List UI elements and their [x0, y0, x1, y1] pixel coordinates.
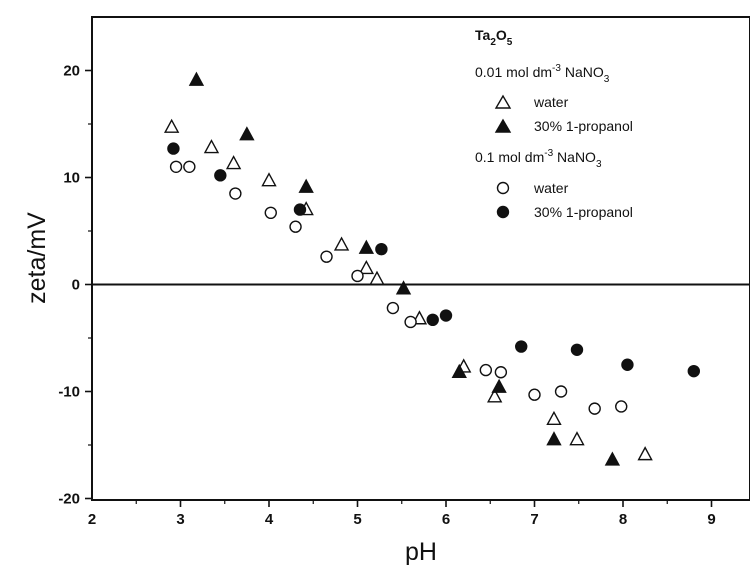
y-tick-label: 10 — [63, 170, 80, 187]
y-tick-label: 0 — [72, 277, 80, 294]
x-axis-ticks: 2 3 4 5 6 7 8 9 — [88, 500, 716, 528]
data-point-triangle-filled-s1 — [358, 239, 375, 254]
data-point-triangle-open-s0 — [369, 270, 385, 285]
data-point-circle-filled-s3 — [167, 142, 180, 155]
data-point-triangle-filled-s1 — [604, 451, 621, 466]
x-tick-label: 4 — [265, 511, 274, 528]
data-point-circle-open-s2 — [351, 269, 364, 283]
y-axis-label: zeta/mV — [23, 212, 51, 304]
data-point-circle-open-s2 — [494, 366, 508, 379]
legend-group2-label: 0.1 mol dm-3 NaNO3 — [475, 148, 602, 170]
data-point-triangle-filled-s1 — [546, 431, 562, 446]
x-axis-label: pH — [405, 538, 437, 565]
data-point-circle-open-s2 — [554, 385, 568, 398]
y-tick-label: -10 — [58, 384, 80, 401]
legend-item-propanol-001: 30% 1-propanol — [534, 118, 633, 134]
x-tick-label: 6 — [442, 511, 450, 528]
data-point-circle-open-s2 — [404, 315, 417, 329]
data-point-triangle-open-s0 — [486, 388, 503, 403]
data-point-circle-open-s2 — [320, 250, 333, 263]
y-axis-ticks: -20 -10 0 10 20 — [58, 63, 92, 508]
data-point-circle-filled-s3 — [426, 313, 439, 327]
data-point-circle-open-s2 — [588, 402, 601, 415]
legend-group1-label: 0.01 mol dm-3 NaNO3 — [475, 63, 610, 85]
data-point-triangle-open-s0 — [546, 410, 562, 426]
data-point-triangle-open-s0 — [358, 259, 375, 275]
plot-frame — [91, 16, 750, 501]
x-tick-label: 2 — [88, 511, 96, 528]
data-point-circle-open-s2 — [229, 187, 242, 200]
data-point-circle-filled-s3 — [439, 309, 453, 322]
data-point-circle-filled-s3 — [214, 169, 227, 182]
data-point-circle-filled-s3 — [570, 343, 584, 356]
y-tick-label: -20 — [58, 491, 80, 508]
legend-marker-triangle-filled — [494, 118, 512, 133]
data-point-circle-filled-s3 — [515, 340, 528, 353]
data-point-circle-open-s2 — [169, 160, 183, 174]
data-point-circle-filled-s3 — [293, 203, 307, 216]
legend-marker-circle-filled — [496, 205, 510, 219]
data-point-circle-filled-s3 — [375, 242, 388, 256]
data-point-triangle-open-s0 — [569, 431, 585, 446]
y-tick-label: 20 — [63, 63, 80, 80]
data-point-triangle-open-s0 — [637, 446, 653, 461]
data-point-circle-open-s2 — [528, 388, 541, 401]
x-tick-label: 8 — [619, 511, 627, 528]
data-point-triangle-open-s0 — [261, 172, 277, 187]
legend-item-water-01: water — [533, 180, 569, 196]
x-tick-label: 9 — [707, 511, 715, 528]
data-point-triangle-open-s0 — [163, 118, 180, 133]
data-point-triangle-filled-s1 — [239, 126, 255, 141]
legend-title: Ta2O5 — [475, 27, 513, 48]
data-point-triangle-filled-s1 — [188, 71, 205, 86]
x-tick-label: 5 — [353, 511, 361, 528]
data-point-circle-filled-s3 — [621, 358, 634, 371]
data-point-circle-open-s2 — [386, 301, 400, 315]
data-point-circle-open-s2 — [183, 160, 196, 174]
data-point-circle-open-s2 — [615, 400, 628, 413]
data-point-triangle-filled-s1 — [395, 280, 412, 295]
data-point-triangle-filled-s1 — [298, 178, 314, 193]
legend-marker-circle-open — [496, 181, 510, 195]
data-point-circle-filled-s3 — [687, 364, 700, 378]
data-point-circle-open-s2 — [479, 363, 493, 377]
data-markers — [163, 71, 700, 466]
x-tick-label: 7 — [530, 511, 538, 528]
data-point-triangle-open-s0 — [225, 155, 242, 170]
legend-item-water-001: water — [533, 94, 569, 110]
data-point-triangle-filled-s1 — [491, 378, 507, 393]
legend-item-propanol-01: 30% 1-propanol — [534, 204, 633, 220]
legend: Ta2O5 0.01 mol dm-3 NaNO3 water 30% 1-pr… — [475, 27, 633, 220]
data-point-triangle-open-s0 — [203, 139, 220, 154]
data-point-triangle-filled-s1 — [451, 363, 467, 378]
legend-marker-triangle-open — [494, 94, 512, 109]
data-point-triangle-open-s0 — [333, 236, 350, 251]
data-point-circle-open-s2 — [289, 220, 302, 233]
x-tick-label: 3 — [176, 511, 184, 528]
data-point-circle-open-s2 — [264, 206, 277, 220]
